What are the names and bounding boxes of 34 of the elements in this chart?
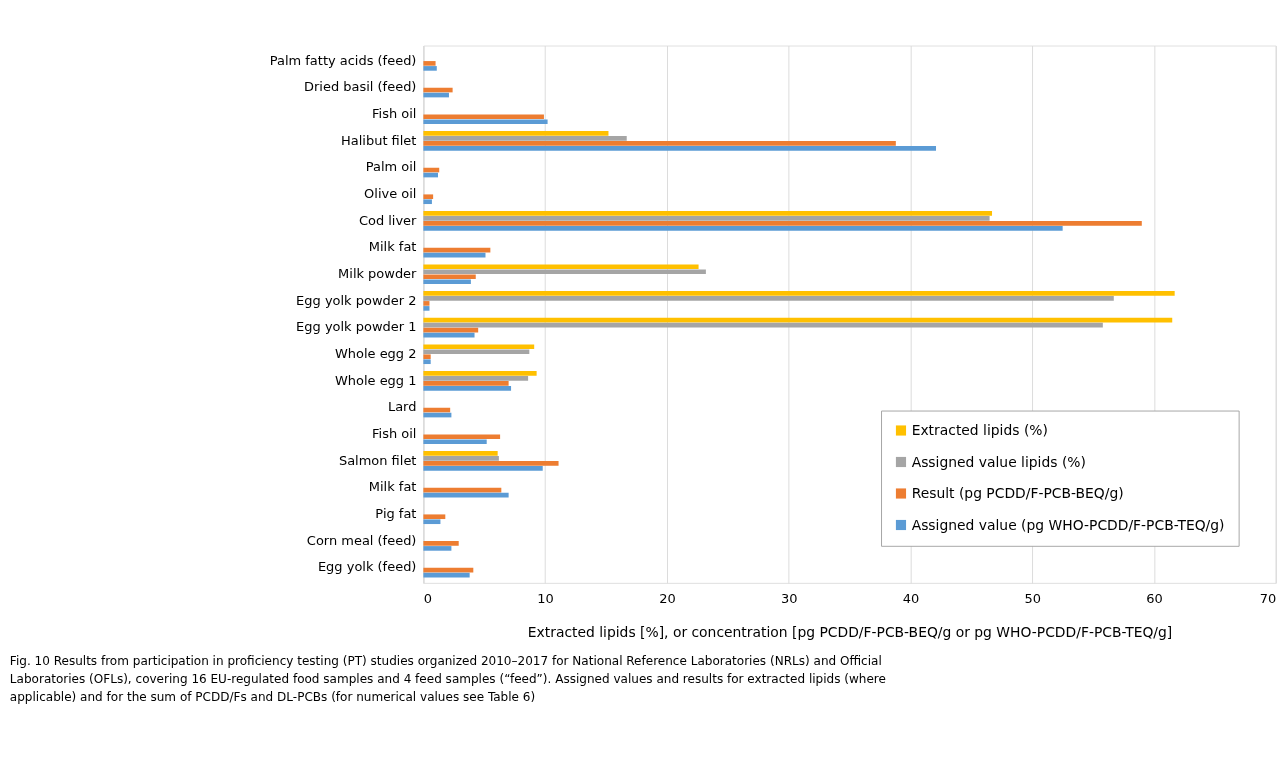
legend-label: Extracted lipids (%) (911, 422, 1048, 439)
y-tick-label: Milk fat (368, 479, 417, 495)
x-tick-label: 60 (1146, 590, 1163, 606)
y-tick-label: Palm fatty acids (feed) (269, 52, 417, 68)
y-tick-label: Egg yolk powder 2 (296, 292, 417, 308)
y-tick-label: Corn meal (feed) (306, 532, 417, 548)
x-tick-label: 30 (780, 590, 798, 606)
y-tick-label: Salmon filet (338, 452, 417, 468)
y-tick-label: Whole egg 1 (334, 372, 417, 388)
y-tick-label: Egg yolk powder 1 (296, 319, 417, 335)
y-tick-label: Pig fat (375, 505, 417, 521)
y-tick-label: Fish oil (372, 425, 417, 441)
legend-label: Result (pg PCDD/F-PCB-BEQ/g) (911, 485, 1124, 502)
x-tick-label: 40 (902, 590, 920, 606)
y-tick-label: Lard (387, 399, 417, 415)
y-tick-label: Milk fat (368, 239, 417, 255)
y-tick-label: Dried basil (feed) (304, 79, 417, 95)
x-tick-label: 10 (537, 590, 554, 606)
y-tick-label: Whole egg 2 (334, 345, 417, 361)
y-tick-label: Egg yolk (feed) (317, 559, 417, 575)
x-tick-label: 70 (1259, 590, 1277, 606)
x-tick-label: 50 (1024, 590, 1041, 606)
x-tick-label: 0 (423, 590, 433, 606)
y-tick-label: Cod liver (358, 212, 418, 228)
y-tick-label: Palm oil (365, 159, 417, 175)
y-tick-label: Halibut filet (341, 132, 417, 148)
caption: Fig. 10 Results from participation in proficiency testing (PT) studies organized 2010–2017 for National Reference Laboratories (NRLs) and Official Laboratories (OFLs), covering 16 EU-regulated food samples and 4 feed samples (“feed”). Assigned values and results for extracted lipids (where applicable) and for the sum of PCDD/Fs and DL-PCBs (for numerical values see Table 6) (9, 654, 886, 704)
x-tick-label: 20 (659, 590, 676, 606)
y-tick-label: Fish oil (372, 105, 417, 121)
x-axis-title: Extracted lipids [%], or concentration [pg PCDD/F-PCB-BEQ/g or pg WHO-PCDD/F-PCB-TEQ/g] (527, 624, 1173, 641)
y-tick-label: Olive oil (364, 185, 417, 201)
legend-label: Assigned value (pg WHO-PCDD/F-PCB-TEQ/g) (911, 516, 1225, 533)
y-tick-label: Milk powder (338, 265, 418, 281)
legend-label: Assigned value lipids (%) (911, 453, 1086, 470)
